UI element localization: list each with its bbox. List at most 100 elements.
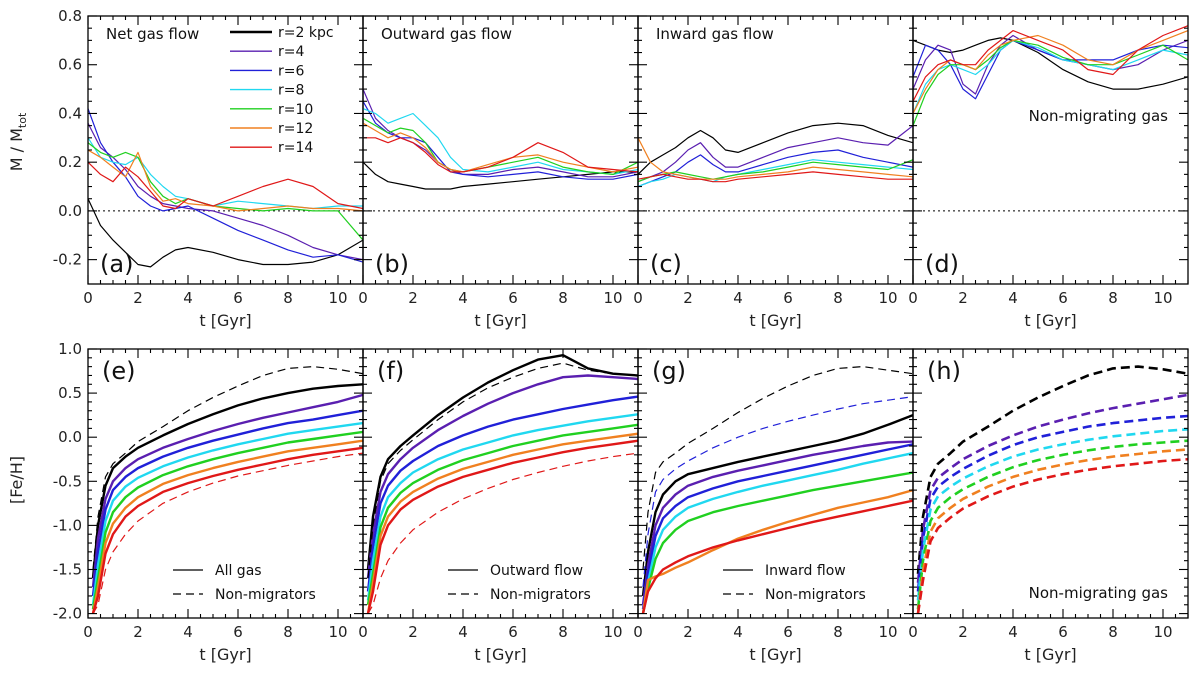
x-tick-label: 2 bbox=[958, 623, 968, 641]
series-line-r-6-dashed bbox=[916, 414, 1188, 592]
series-line-r-14 bbox=[641, 499, 913, 614]
series-line-r-2-kpc bbox=[641, 413, 913, 597]
x-tick-label: 8 bbox=[1108, 289, 1118, 307]
series-line-r-8 bbox=[91, 421, 363, 605]
panel-title: Net gas flow bbox=[106, 25, 199, 43]
series-line-r-2-kpc bbox=[366, 354, 638, 570]
x-tick-label: 0 bbox=[358, 289, 368, 307]
x-tick-label: 2 bbox=[683, 289, 693, 307]
x-axis-label: t [Gyr] bbox=[1024, 311, 1076, 330]
x-axis-label: t [Gyr] bbox=[749, 645, 801, 664]
x-axis-label: t [Gyr] bbox=[1024, 645, 1076, 664]
series-line-r-2-kpc-dashed bbox=[92, 366, 363, 570]
y-tick-label: 0.5 bbox=[58, 384, 82, 402]
top-y-axis-label-sub: tot bbox=[16, 112, 29, 128]
panel-c: 0 2 4 6 8 10 t [Gyr] (c) Inward gas flow bbox=[633, 15, 914, 330]
panel-annotation: Non-migrating gas bbox=[1029, 584, 1169, 602]
series-line-r-6 bbox=[641, 443, 913, 610]
series-line-r-4 bbox=[913, 34, 1188, 95]
series-line-r-14 bbox=[638, 171, 913, 183]
series-group bbox=[366, 354, 638, 614]
x-tick-label: 6 bbox=[508, 289, 518, 307]
series-line-r-6 bbox=[366, 395, 638, 592]
series-line-r-2-kpc bbox=[91, 383, 363, 579]
x-tick-label: 2 bbox=[408, 289, 418, 307]
panel-frame bbox=[362, 15, 639, 285]
series-line-r-14-dashed bbox=[92, 452, 363, 614]
panel-label: (d) bbox=[925, 250, 959, 278]
x-tick-label: 2 bbox=[958, 289, 968, 307]
x-tick-label: 2 bbox=[408, 623, 418, 641]
series-line-r-6 bbox=[638, 149, 913, 188]
series-group bbox=[91, 366, 363, 614]
legend-label-r-2-kpc: r=2 kpc bbox=[278, 25, 334, 41]
series-line-r-8 bbox=[363, 108, 638, 175]
x-tick-label: 0 bbox=[908, 623, 918, 641]
x-tick-label: 8 bbox=[1108, 623, 1118, 641]
series-line-r-2-kpc bbox=[638, 122, 913, 175]
series-line-r-10 bbox=[638, 159, 913, 183]
x-tick-label: 6 bbox=[783, 623, 793, 641]
x-tick-label: 0 bbox=[358, 623, 368, 641]
y-tick-label: -1.5 bbox=[53, 560, 82, 578]
x-tick-label: 10 bbox=[878, 623, 897, 641]
series-line-r-4 bbox=[363, 88, 638, 178]
series-line-r-10 bbox=[88, 142, 363, 241]
legend-label-r-10: r=10 bbox=[278, 102, 313, 118]
series-group bbox=[363, 88, 638, 190]
series-line-r-6 bbox=[913, 39, 1188, 100]
x-axis-label: t [Gyr] bbox=[749, 311, 801, 330]
x-axis-label: t [Gyr] bbox=[199, 311, 251, 330]
series-line-r-12 bbox=[363, 122, 638, 173]
legend-dashed-label: Non-migrators bbox=[215, 587, 316, 603]
y-tick-label: 0.0 bbox=[58, 202, 82, 220]
series-line-r-4 bbox=[91, 393, 363, 588]
x-tick-label: 4 bbox=[1008, 623, 1018, 641]
series-line-r-12 bbox=[366, 432, 638, 614]
y-tick-label: 0.0 bbox=[58, 428, 82, 446]
series-line-r-4 bbox=[88, 122, 363, 261]
legend-solid-label: All gas bbox=[215, 563, 262, 579]
panel-e: 0 2 4 6 8 10 t [Gyr] -2.0 -1.5 -1.0 -0.5 0.0 0.5 1.0 (… bbox=[53, 340, 364, 664]
y-tick-label: -1.0 bbox=[53, 516, 82, 534]
series-line-r-4-dashed bbox=[916, 393, 1188, 583]
bottom-y-axis-label: [Fe/H] bbox=[7, 456, 26, 504]
series-line-r-14 bbox=[91, 446, 363, 614]
series-line-r-2-kpc bbox=[913, 37, 1188, 90]
series-line-r-10 bbox=[641, 471, 913, 614]
series-line-r-12 bbox=[913, 30, 1188, 114]
panel-f: 0 2 4 6 8 10 t [Gyr] (f) Outward flow Non-migrato… bbox=[358, 348, 639, 664]
x-tick-label: 8 bbox=[283, 289, 293, 307]
panel-h: 0 2 4 6 8 10 t [Gyr] (h) Non-migrating gas bbox=[908, 348, 1189, 664]
series-line-r-6 bbox=[91, 409, 363, 597]
series-line-r-2-kpc-dashed bbox=[916, 365, 1188, 575]
panel-g: 0 2 4 6 8 10 t [Gyr] (g) Inward flow Non-migrator… bbox=[633, 348, 914, 664]
legend-dashed-label: Non-migrators bbox=[490, 587, 591, 603]
series-line-r-2-kpc bbox=[363, 161, 638, 190]
series-line-r-10 bbox=[363, 117, 638, 175]
x-tick-label: 10 bbox=[328, 623, 347, 641]
series-line-r-8 bbox=[913, 39, 1188, 114]
x-tick-label: 4 bbox=[458, 623, 468, 641]
x-tick-label: 2 bbox=[133, 623, 143, 641]
panel-label: (h) bbox=[927, 357, 961, 385]
legend-label-r-12: r=12 bbox=[278, 121, 313, 137]
panel-title: Outward gas flow bbox=[381, 25, 512, 43]
x-tick-label: 0 bbox=[908, 289, 918, 307]
x-tick-label: 0 bbox=[83, 289, 93, 307]
legend-label-r-6: r=6 bbox=[278, 63, 304, 79]
x-tick-label: 8 bbox=[283, 623, 293, 641]
y-tick-label: 0.4 bbox=[58, 104, 82, 122]
x-tick-label: 4 bbox=[458, 289, 468, 307]
series-group bbox=[916, 365, 1188, 614]
x-tick-label: 0 bbox=[633, 623, 643, 641]
y-tick-label: 1.0 bbox=[58, 340, 82, 358]
series-line-r-6-dashed bbox=[642, 396, 913, 588]
panel-label: (c) bbox=[650, 250, 682, 278]
legend-dashed-label: Non-migrators bbox=[765, 587, 866, 603]
series-line-r-14-dashed bbox=[367, 452, 638, 614]
y-tick-label: -0.5 bbox=[53, 472, 82, 490]
x-tick-label: 6 bbox=[508, 623, 518, 641]
series-line-r-8 bbox=[366, 413, 638, 601]
